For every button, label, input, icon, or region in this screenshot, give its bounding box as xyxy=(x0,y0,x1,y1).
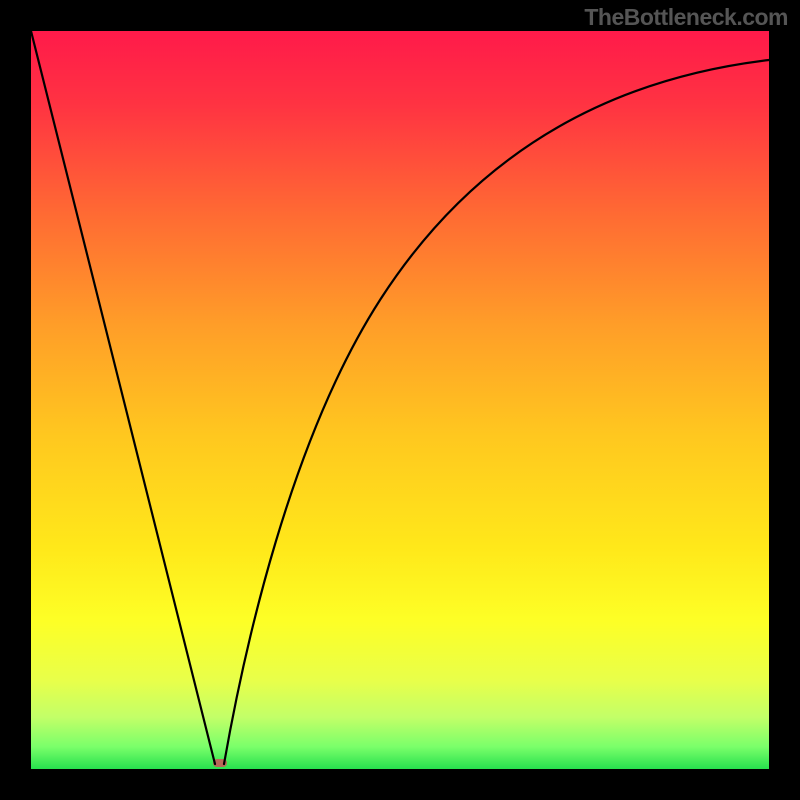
chart-svg xyxy=(0,0,800,800)
watermark-text: TheBottleneck.com xyxy=(584,4,788,31)
chart-container: { "watermark": { "text": "TheBottleneck.… xyxy=(0,0,800,800)
plot-background xyxy=(31,31,769,769)
